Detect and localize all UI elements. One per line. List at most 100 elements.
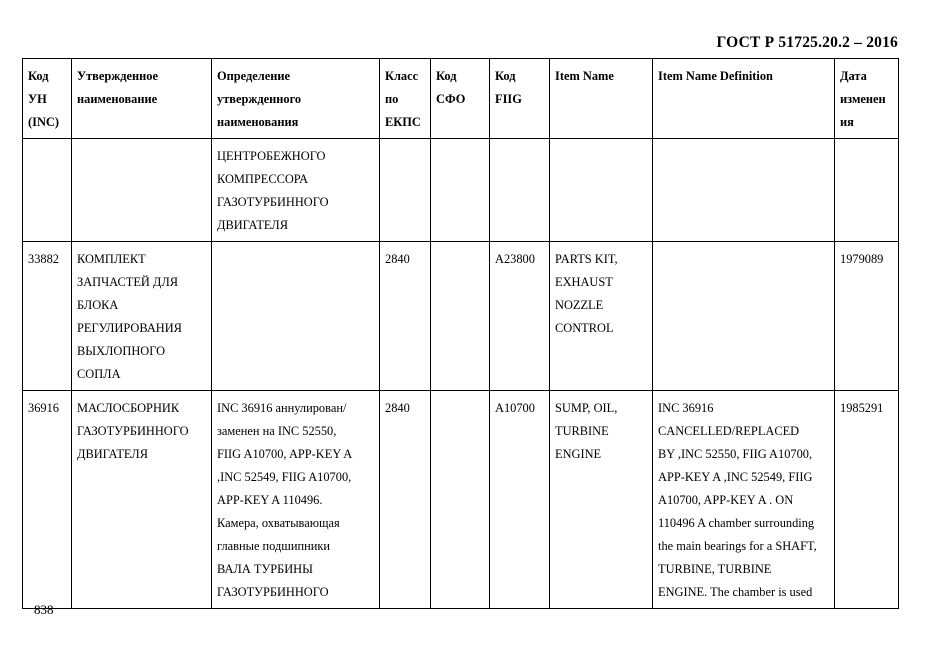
header-line: Утвержденное bbox=[77, 69, 158, 83]
cell-line: 1985291 bbox=[840, 401, 884, 415]
cell-fiig_code bbox=[489, 138, 550, 242]
header-line: наименования bbox=[217, 115, 299, 129]
cell-line: главные подшипники bbox=[217, 539, 331, 553]
cell-line: МАСЛОСБОРНИК bbox=[77, 401, 180, 415]
cell-line: ВЫХЛОПНОГО bbox=[77, 344, 166, 358]
cell-line: the main bearings for a SHAFT, bbox=[658, 539, 817, 553]
cell-item_name: PARTS KIT, EXHAUST NOZZLE CONTROL bbox=[549, 241, 653, 391]
cell-line: ГАЗОТУРБИННОГО bbox=[217, 195, 329, 209]
column-header-change-date: Дата изменен ия bbox=[834, 58, 899, 139]
header-line: Item Name bbox=[555, 69, 614, 83]
cell-line: A10700, APP-KEY A . ON bbox=[658, 493, 794, 507]
cell-approved_name: КОМПЛЕКТ ЗАПЧАСТЕЙ ДЛЯ БЛОКА РЕГУЛИРОВАНИЯ В… bbox=[71, 241, 212, 391]
cell-line: 110496 A chamber surrounding bbox=[658, 516, 815, 530]
cell-line: EXHAUST bbox=[555, 275, 613, 289]
cell-line: РЕГУЛИРОВАНИЯ bbox=[77, 321, 182, 335]
cell-sfo_code bbox=[430, 241, 490, 391]
cell-item_name_definition bbox=[652, 138, 835, 242]
cell-line: ДВИГАТЕЛЯ bbox=[217, 218, 288, 232]
cell-line: INC 36916 bbox=[658, 401, 714, 415]
cell-line: ГАЗОТУРБИННОГО bbox=[77, 424, 189, 438]
cell-line: ENGINE. The chamber is used bbox=[658, 585, 813, 599]
header-line: Код bbox=[495, 69, 516, 83]
cell-line: ,INC 52549, FIIG A10700, bbox=[217, 470, 352, 484]
header-line: по bbox=[385, 92, 399, 106]
cell-item_name: SUMP, OIL, TURBINE ENGINE bbox=[549, 390, 653, 609]
header-line: Код bbox=[436, 69, 457, 83]
column-header-sfo-code: Код СФО bbox=[430, 58, 490, 139]
cell-definition bbox=[211, 241, 380, 391]
table-header-row: Код УН (INC) Утвержденное наименование Опре… bbox=[22, 58, 899, 139]
table-row: 36916 МАСЛОСБОРНИК ГАЗОТУРБИННОГО ДВИГАТЕЛЯ… bbox=[22, 390, 899, 609]
table-header: Код УН (INC) Утвержденное наименование Опре… bbox=[22, 58, 899, 139]
table-body: ЦЕНТРОБЕЖНОГО КОМПРЕССОРА ГАЗОТУРБИННОГО ДВ… bbox=[22, 138, 899, 609]
column-header-item-name-definition: Item Name Definition bbox=[652, 58, 835, 139]
cell-approved_name bbox=[71, 138, 212, 242]
cell-line: CONTROL bbox=[555, 321, 614, 335]
cell-line: 33882 bbox=[28, 252, 59, 266]
cell-line: СОПЛА bbox=[77, 367, 121, 381]
cell-change_date: 1985291 bbox=[834, 390, 899, 609]
cell-definition: INC 36916 аннулирован/заменен на INC 525… bbox=[211, 390, 380, 609]
cell-ekps_class bbox=[379, 138, 431, 242]
cell-line: Камера, охватывающая bbox=[217, 516, 340, 530]
header-line: (INC) bbox=[28, 115, 59, 129]
header-line: Определение bbox=[217, 69, 291, 83]
cell-line: ENGINE bbox=[555, 447, 602, 461]
cell-inc: 33882 bbox=[22, 241, 72, 391]
cell-line: заменен на INC 52550, bbox=[217, 424, 337, 438]
cell-inc: 36916 bbox=[22, 390, 72, 609]
column-header-inc: Код УН (INC) bbox=[22, 58, 72, 139]
cell-line: PARTS KIT, bbox=[555, 252, 618, 266]
cell-sfo_code bbox=[430, 138, 490, 242]
header-line: Класс bbox=[385, 69, 419, 83]
cell-fiig_code: A23800 bbox=[489, 241, 550, 391]
cell-line: ГАЗОТУРБИННОГО bbox=[217, 585, 329, 599]
cell-sfo_code bbox=[430, 390, 490, 609]
cell-item_name_definition bbox=[652, 241, 835, 391]
cell-line: FIIG A10700, APP-KEY A bbox=[217, 447, 353, 461]
cell-line: APP-KEY A 110496. bbox=[217, 493, 323, 507]
header-line: ЕКПС bbox=[385, 115, 421, 129]
cell-line: APP-KEY A ,INC 52549, FIIG bbox=[658, 470, 813, 484]
header-line: Дата bbox=[840, 69, 867, 83]
cell-line: КОМПРЕССОРА bbox=[217, 172, 309, 186]
cell-item_name_definition: INC 36916 CANCELLED/REPLACED BY ,INC 52550… bbox=[652, 390, 835, 609]
cell-line: TURBINE, TURBINE bbox=[658, 562, 772, 576]
header-line: УН bbox=[28, 92, 47, 106]
table-row: ЦЕНТРОБЕЖНОГО КОМПРЕССОРА ГАЗОТУРБИННОГО ДВ… bbox=[22, 138, 899, 242]
standard-header: ГОСТ Р 51725.20.2 – 2016 bbox=[716, 34, 898, 51]
cell-line: A23800 bbox=[495, 252, 535, 266]
cell-line: TURBINE bbox=[555, 424, 609, 438]
cell-line: ЦЕНТРОБЕЖНОГО bbox=[217, 149, 326, 163]
cell-change_date: 1979089 bbox=[834, 241, 899, 391]
cell-approved_name: МАСЛОСБОРНИК ГАЗОТУРБИННОГО ДВИГАТЕЛЯ bbox=[71, 390, 212, 609]
cell-line: NOZZLE bbox=[555, 298, 604, 312]
cell-line: 1979089 bbox=[840, 252, 884, 266]
cell-line: A10700 bbox=[495, 401, 535, 415]
header-line: наименование bbox=[77, 92, 158, 106]
cell-line: ЗАПЧАСТЕЙ ДЛЯ bbox=[77, 275, 179, 289]
cell-line: INC 36916 аннулирован/ bbox=[217, 401, 347, 415]
cell-definition: ЦЕНТРОБЕЖНОГО КОМПРЕССОРА ГАЗОТУРБИННОГО ДВ… bbox=[211, 138, 380, 242]
column-header-fiig-code: Код FIIG bbox=[489, 58, 550, 139]
cell-ekps_class: 2840 bbox=[379, 241, 431, 391]
header-line: Item Name Definition bbox=[658, 69, 773, 83]
cell-line: BY ,INC 52550, FIIG A10700, bbox=[658, 447, 813, 461]
cell-line: КОМПЛЕКТ bbox=[77, 252, 146, 266]
cell-line: CANCELLED/REPLACED bbox=[658, 424, 800, 438]
header-line: FIIG bbox=[495, 92, 522, 106]
cell-item_name bbox=[549, 138, 653, 242]
cell-line: SUMP, OIL, bbox=[555, 401, 618, 415]
nomenclature-table: Код УН (INC) Утвержденное наименование Опре… bbox=[22, 58, 899, 609]
column-header-ekps-class: Класс по ЕКПС bbox=[379, 58, 431, 139]
column-header-definition: Определение утвержденного наименования bbox=[211, 58, 380, 139]
cell-inc bbox=[22, 138, 72, 242]
page-number: 838 bbox=[34, 602, 54, 617]
cell-line: 2840 bbox=[385, 401, 410, 415]
cell-line: ДВИГАТЕЛЯ bbox=[77, 447, 148, 461]
cell-fiig_code: A10700 bbox=[489, 390, 550, 609]
cell-line: 2840 bbox=[385, 252, 410, 266]
column-header-approved-name: Утвержденное наименование bbox=[71, 58, 212, 139]
